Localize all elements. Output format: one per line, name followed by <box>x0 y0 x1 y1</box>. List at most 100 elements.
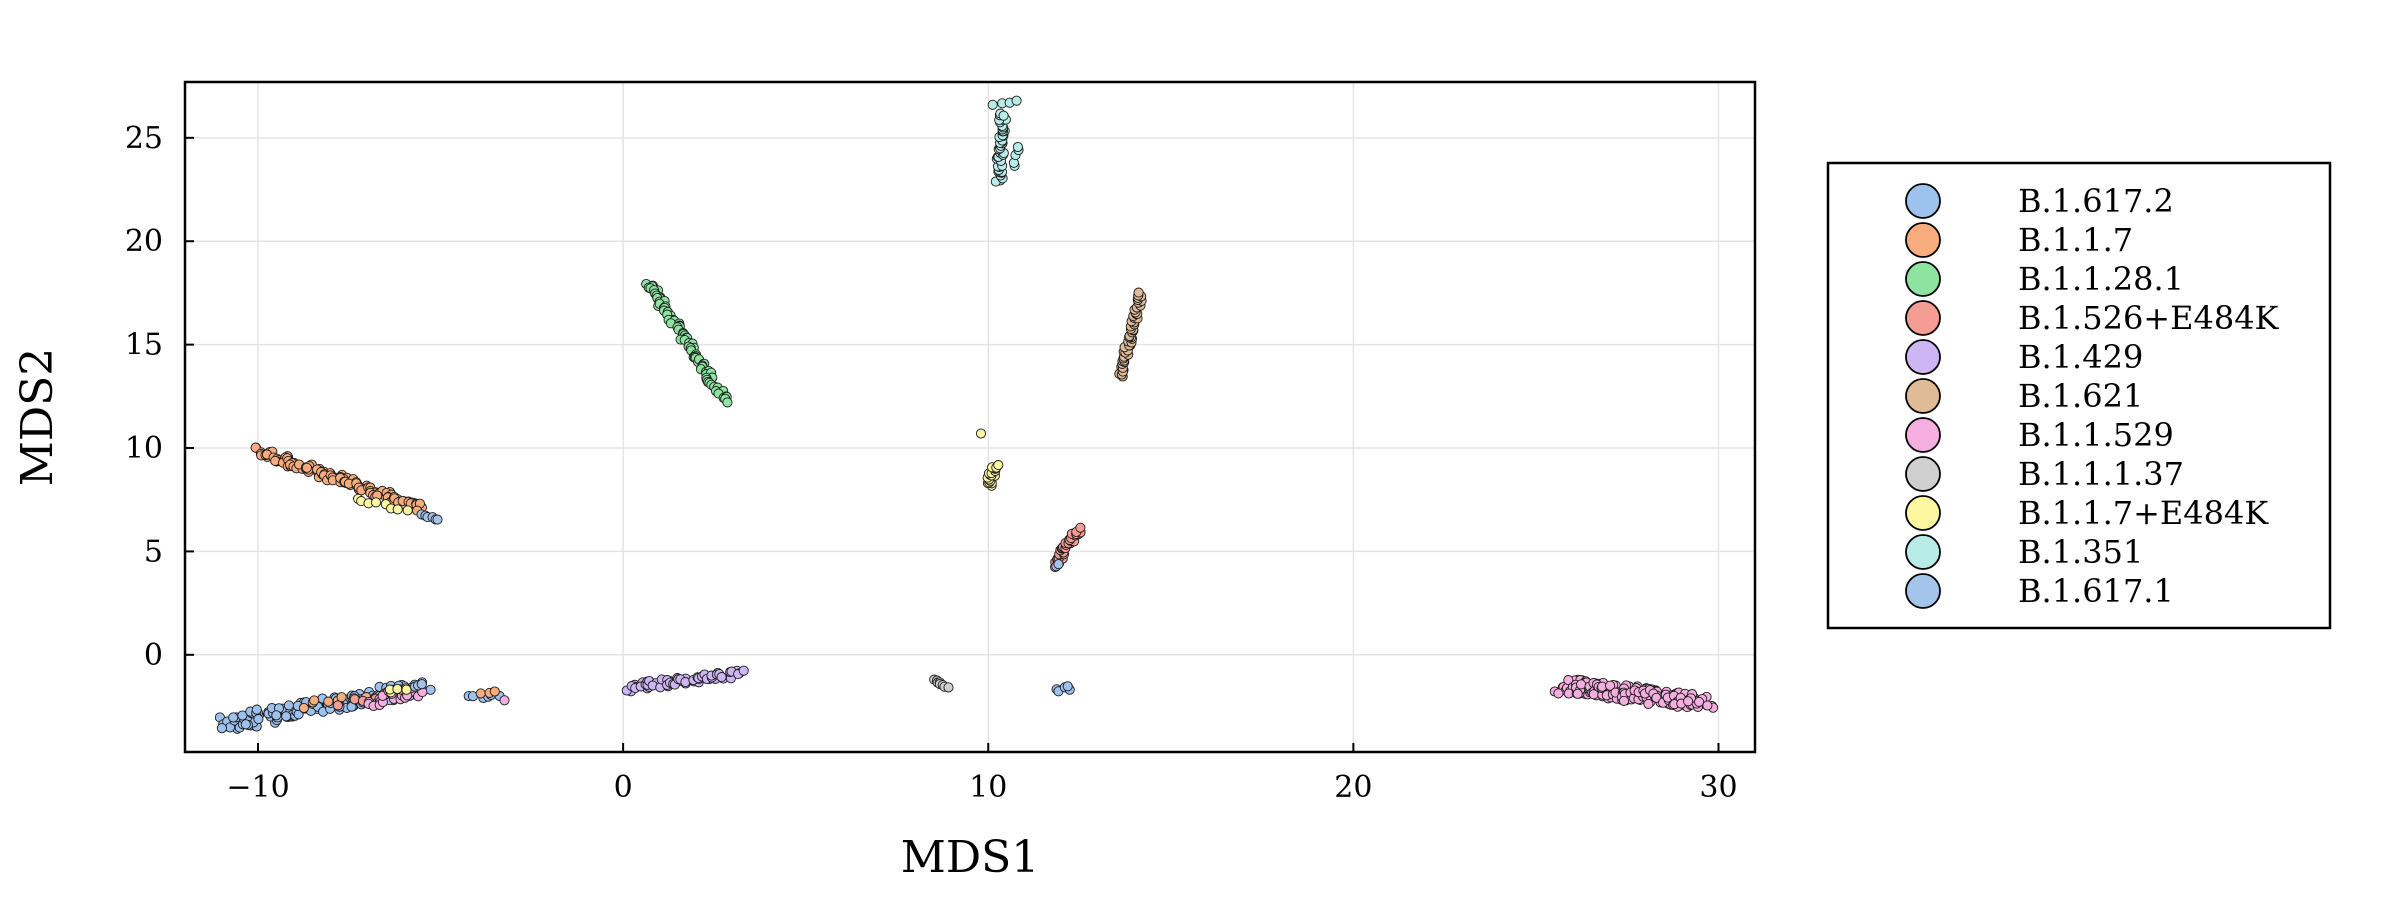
data-point <box>943 682 954 693</box>
data-point <box>1012 141 1023 153</box>
data-point <box>1643 698 1654 709</box>
legend-entry: B.1.617.2 <box>2018 182 2174 220</box>
data-point <box>1702 700 1713 711</box>
grid-lines <box>185 82 1755 752</box>
data-point <box>716 672 727 683</box>
data-point <box>283 700 294 711</box>
x-tick-label: 20 <box>1334 770 1372 805</box>
data-point <box>993 460 1004 471</box>
data-point <box>401 684 412 695</box>
y-tick-label: 25 <box>125 121 163 156</box>
data-point <box>1062 681 1073 692</box>
data-point <box>237 710 248 721</box>
series-B.1.617.1 <box>409 509 1064 692</box>
data-point <box>1075 522 1086 533</box>
legend-entry: B.1.1.7+E484K <box>2018 494 2269 532</box>
y-tick-label: 15 <box>125 328 163 363</box>
data-point <box>1011 95 1022 106</box>
data-point <box>416 679 427 690</box>
data-point <box>1651 692 1662 703</box>
data-point <box>298 702 309 714</box>
series-B.1.1.7+E484K <box>353 428 1004 698</box>
series-B.1.1.28.1 <box>641 278 733 408</box>
data-point <box>1572 688 1583 699</box>
data-point <box>1133 287 1144 298</box>
data-point <box>1605 680 1616 691</box>
data-point <box>1563 675 1574 686</box>
data-point <box>216 723 227 734</box>
data-point <box>1553 688 1564 699</box>
data-point <box>271 710 282 721</box>
data-point <box>499 695 510 706</box>
data-point <box>1683 696 1694 707</box>
data-point <box>975 428 987 439</box>
legend-marker <box>1905 222 1941 258</box>
data-point <box>432 514 443 525</box>
data-point <box>251 704 262 715</box>
data-point <box>489 686 500 697</box>
legend-entry: B.1.351 <box>2018 533 2143 571</box>
series-B.1.351 <box>987 95 1024 187</box>
y-tick-label: 20 <box>125 224 163 259</box>
legend-marker <box>1905 456 1941 492</box>
x-axis-label: MDS1 <box>901 832 1039 883</box>
data-point <box>228 712 239 723</box>
data-point <box>253 714 264 725</box>
data-point <box>1694 696 1705 707</box>
legend-marker <box>1905 378 1941 414</box>
y-tick-label: 10 <box>125 431 163 466</box>
legend-marker <box>1905 417 1941 453</box>
x-tick-label: −10 <box>226 770 289 805</box>
series-B.1.1.7 <box>250 442 500 714</box>
axis-ticks: −10 0 10 20 30 0 5 10 15 20 25 <box>125 121 1738 805</box>
plot-frame <box>183 80 1757 754</box>
data-points <box>214 95 1719 734</box>
data-point <box>301 462 312 473</box>
legend-entry: B.1.1.1.37 <box>2018 455 2184 493</box>
data-point <box>336 692 347 703</box>
y-tick-label: 5 <box>144 534 163 569</box>
legend-marker <box>1905 495 1941 531</box>
data-point <box>370 497 382 508</box>
legend-entry: B.1.1.529 <box>2018 416 2174 454</box>
legend-marker <box>1905 261 1941 297</box>
data-point <box>392 504 403 515</box>
series-B.1.1.1.37 <box>929 674 954 693</box>
series-B.1.621 <box>1114 287 1147 382</box>
series-B.1.429 <box>621 665 749 697</box>
data-point <box>1053 559 1064 570</box>
legend-marker <box>1905 339 1941 375</box>
data-point <box>475 688 486 699</box>
data-point <box>240 719 251 730</box>
data-point <box>998 110 1009 121</box>
data-point <box>402 505 413 516</box>
y-tick-label: 0 <box>144 638 163 673</box>
legend-marker <box>1905 573 1941 609</box>
legend-entry: B.1.1.7 <box>2018 221 2133 259</box>
data-point <box>309 695 320 706</box>
legend: B.1.617.2B.1.1.7B.1.1.28.1B.1.526+E484KB… <box>1826 161 2332 630</box>
data-point <box>1576 679 1587 690</box>
data-point <box>722 397 733 408</box>
y-axis-label: MDS2 <box>12 348 63 486</box>
data-point <box>281 711 292 722</box>
data-point <box>332 700 343 711</box>
data-point <box>987 99 998 110</box>
legend-entry: B.1.1.28.1 <box>2018 260 2184 298</box>
series-B.1.1.529 <box>363 674 1719 713</box>
x-tick-label: 30 <box>1699 770 1737 805</box>
data-point <box>425 684 436 695</box>
legend-entry: B.1.429 <box>2018 338 2143 376</box>
data-point <box>738 665 749 676</box>
legend-entry: B.1.526+E484K <box>2018 299 2280 337</box>
legend-entry: B.1.621 <box>2018 377 2143 415</box>
data-point <box>392 683 403 695</box>
legend-marker <box>1905 534 1941 570</box>
data-point <box>323 696 334 707</box>
x-tick-label: 0 <box>614 770 633 805</box>
data-point <box>349 694 360 705</box>
legend-marker <box>1905 300 1941 336</box>
legend-entry: B.1.617.1 <box>2018 572 2174 610</box>
legend-marker <box>1905 183 1941 219</box>
